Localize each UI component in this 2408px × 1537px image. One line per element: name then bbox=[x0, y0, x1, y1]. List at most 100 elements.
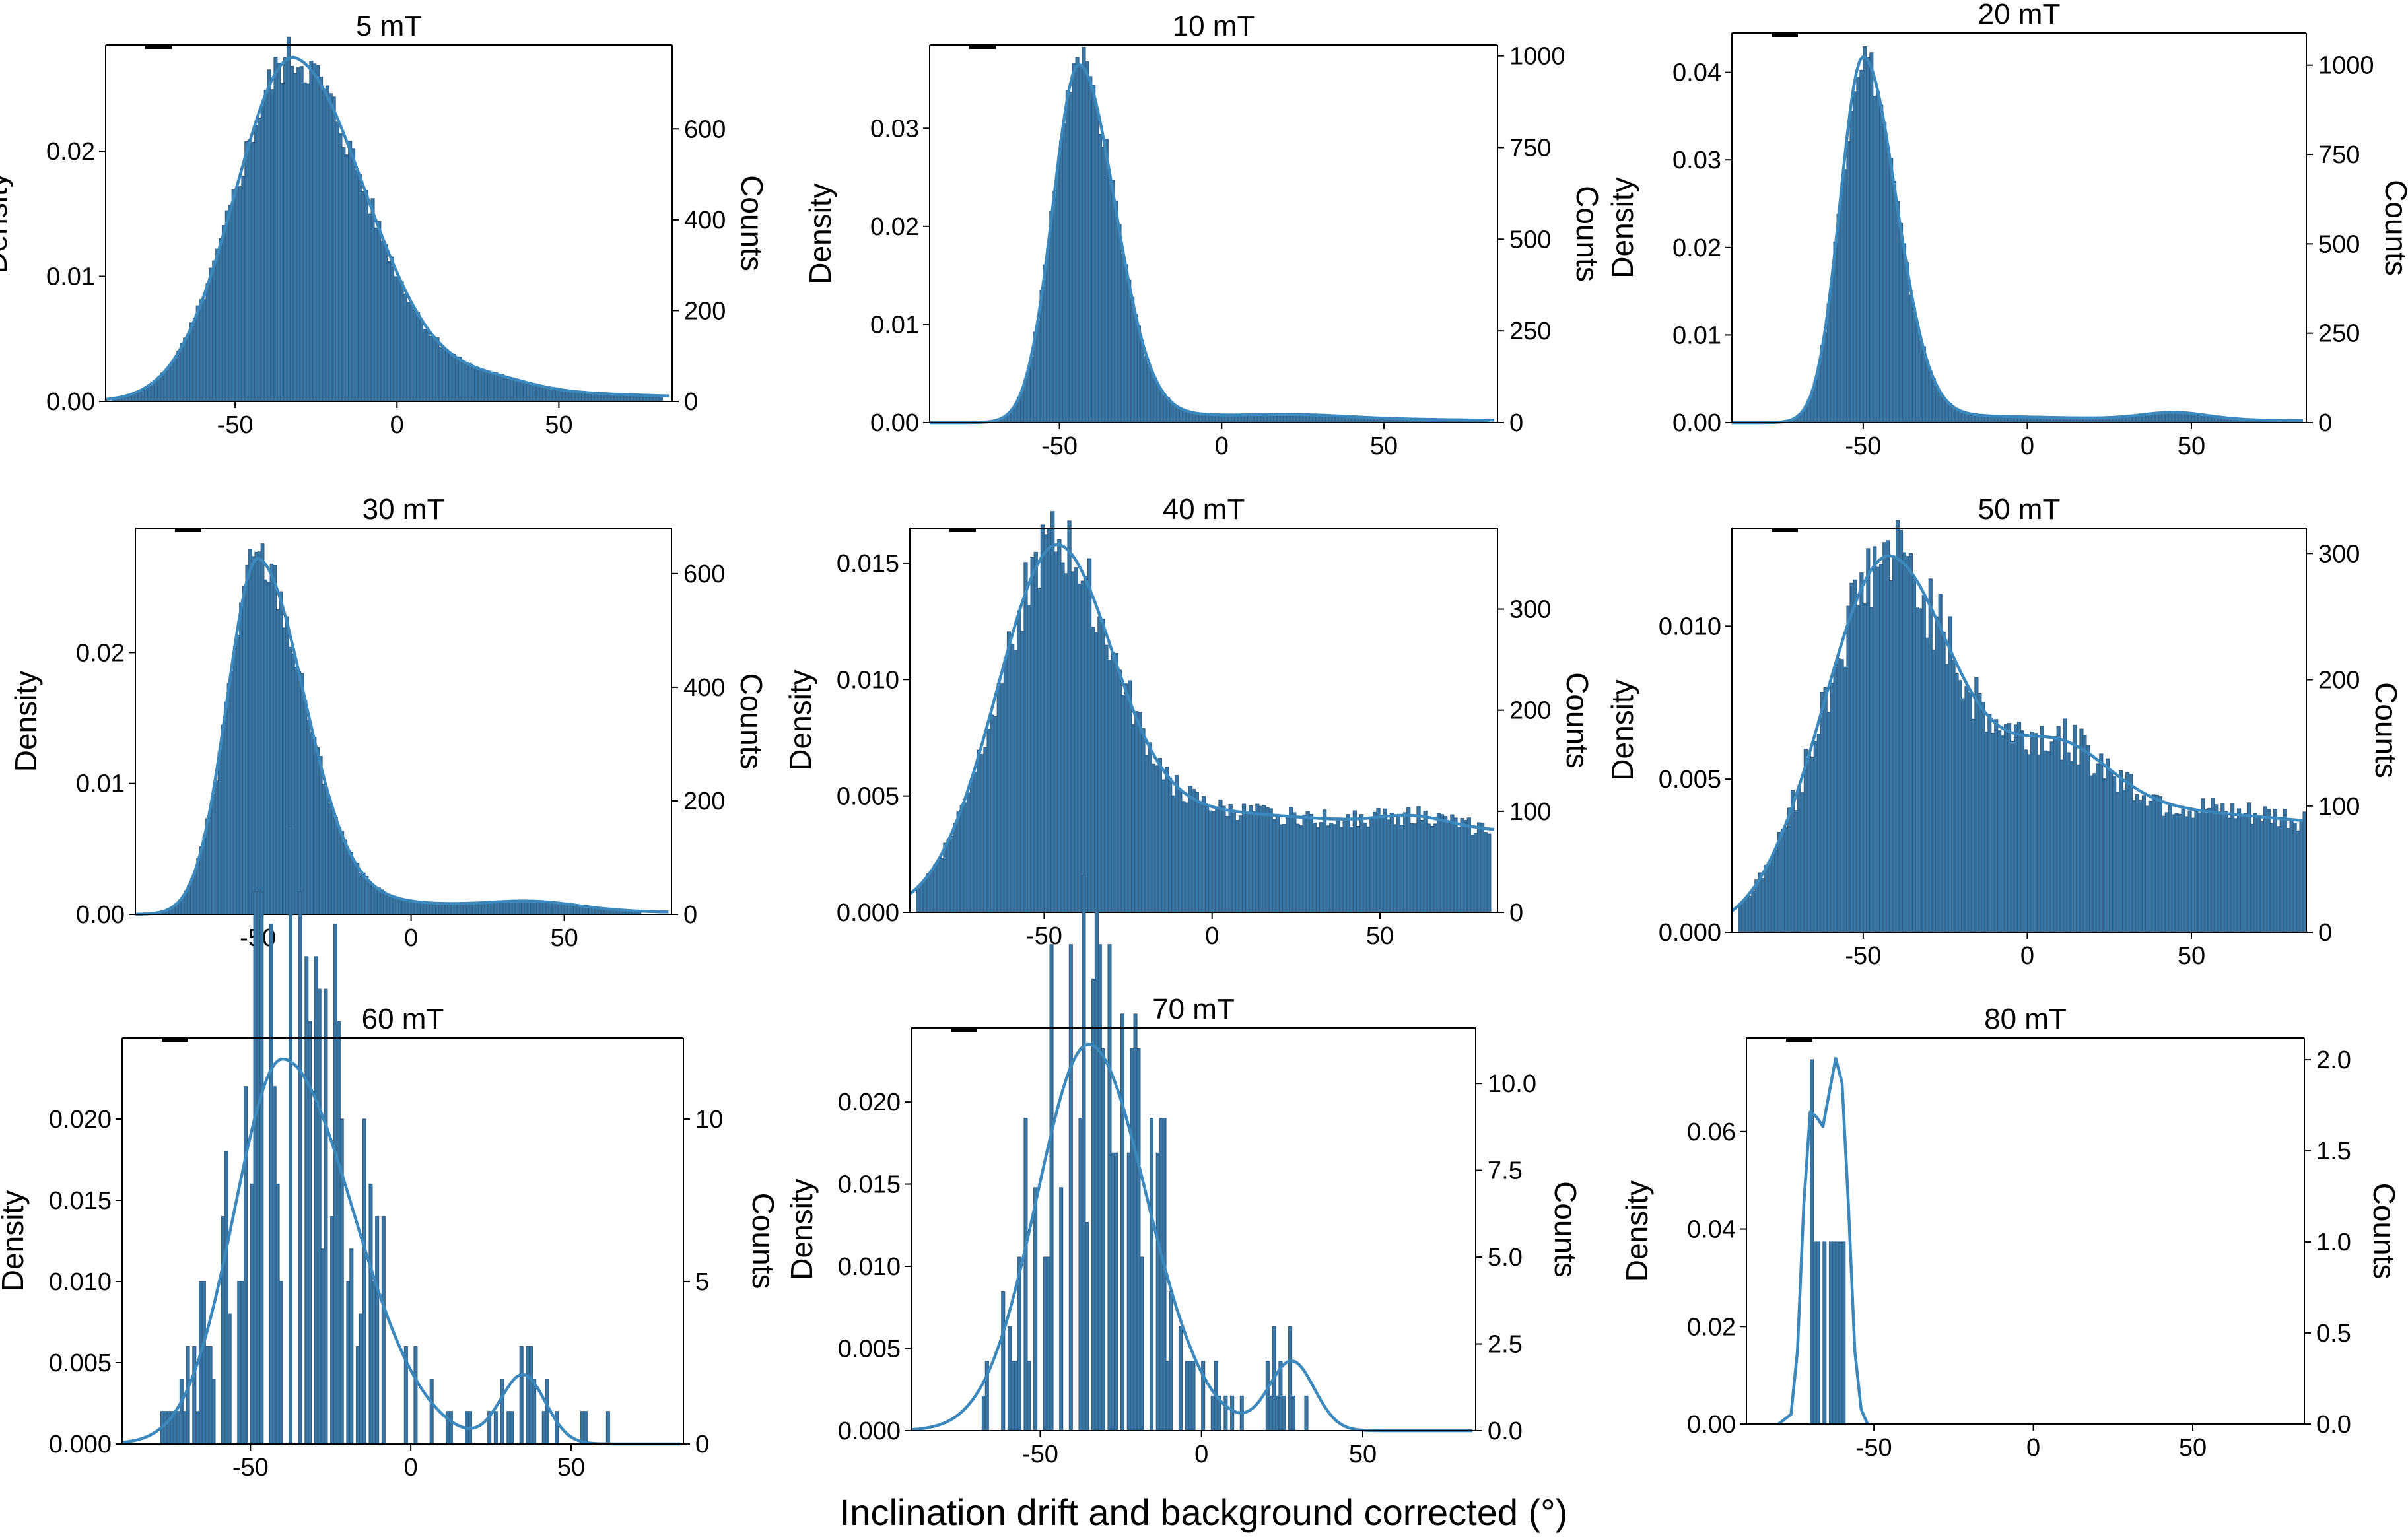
histogram-bar bbox=[2049, 741, 2054, 933]
histogram-bars bbox=[1764, 46, 2297, 423]
histogram-bar bbox=[1165, 1361, 1170, 1431]
histogram-bar bbox=[267, 69, 271, 402]
histogram-bar bbox=[1111, 180, 1115, 423]
histogram-bar bbox=[535, 385, 540, 402]
histogram-bar bbox=[425, 329, 430, 402]
histogram-bar bbox=[1396, 815, 1401, 913]
y-tick-label: 0.015 bbox=[838, 1171, 901, 1199]
histogram-bar bbox=[2214, 804, 2219, 933]
histogram-bar bbox=[1046, 248, 1050, 423]
histogram-bar bbox=[1159, 1118, 1163, 1431]
y-axis-label: Density bbox=[1620, 1180, 1654, 1281]
histogram-bar bbox=[314, 956, 318, 1445]
histogram-bar bbox=[2263, 806, 2267, 933]
histogram-bar bbox=[251, 556, 256, 915]
histogram-bar bbox=[1171, 795, 1176, 913]
histogram-bar bbox=[1185, 411, 1190, 423]
histogram-bar bbox=[1484, 832, 1488, 913]
histogram-bar bbox=[1047, 528, 1052, 913]
histogram-bar bbox=[1403, 812, 1408, 913]
y2-tick-label: 0.5 bbox=[2316, 1320, 2351, 1348]
figure-x-axis-label: Inclination drift and background correct… bbox=[840, 1491, 1568, 1533]
histogram-bar bbox=[1001, 1291, 1006, 1431]
histogram-bar bbox=[1033, 551, 1038, 913]
histogram-bar bbox=[539, 901, 543, 915]
x-tick-label: 0 bbox=[1205, 922, 1219, 950]
histogram-bar bbox=[166, 367, 171, 402]
histogram-bar bbox=[1161, 779, 1166, 913]
histogram-bar bbox=[1049, 944, 1054, 1431]
histogram-bar bbox=[257, 118, 261, 402]
histogram-bar bbox=[2066, 752, 2071, 933]
histogram-bar bbox=[1062, 123, 1067, 423]
histogram-bar bbox=[240, 1281, 245, 1445]
y-tick-label: 0.000 bbox=[1659, 919, 1721, 947]
histogram-bar bbox=[2036, 754, 2041, 933]
x-tick-label: 50 bbox=[1349, 1441, 1377, 1468]
histogram-bar bbox=[1971, 718, 1976, 933]
histogram-bar bbox=[407, 901, 412, 915]
histogram-bar bbox=[351, 148, 356, 402]
histogram-bar bbox=[259, 891, 264, 1445]
histogram-bar bbox=[1793, 810, 1799, 933]
histogram-bar bbox=[526, 383, 530, 402]
histogram-bar bbox=[176, 1411, 181, 1445]
histogram-bar bbox=[555, 389, 559, 402]
histogram-bar bbox=[183, 337, 188, 402]
histogram-bar bbox=[2043, 750, 2047, 933]
histogram-bar bbox=[227, 1313, 232, 1445]
histogram-bar bbox=[205, 1346, 209, 1445]
histogram-bar bbox=[506, 1411, 511, 1445]
histogram-bar bbox=[1457, 827, 1461, 913]
histogram-bar bbox=[299, 66, 304, 402]
histogram-bar bbox=[2026, 754, 2031, 933]
histogram-bar bbox=[211, 1379, 216, 1445]
kde-curve bbox=[105, 55, 670, 401]
histogram-bar bbox=[1235, 819, 1240, 913]
histogram-bar bbox=[357, 174, 362, 402]
histogram-bar bbox=[1088, 76, 1093, 423]
histogram-bar bbox=[2276, 826, 2281, 933]
histogram-bar bbox=[2217, 813, 2222, 933]
histogram-bar bbox=[362, 1118, 366, 1445]
histogram-bar bbox=[2171, 412, 2176, 423]
y-tick-label: 0.000 bbox=[837, 899, 899, 927]
histogram-bar bbox=[1087, 558, 1092, 913]
histogram-bar bbox=[438, 903, 442, 915]
x-tick-label: 0 bbox=[2026, 1434, 2040, 1462]
histogram-bar bbox=[1191, 789, 1196, 913]
y2-tick-label: 100 bbox=[2318, 793, 2360, 821]
histogram-bar bbox=[503, 376, 508, 402]
histogram-bar bbox=[1148, 742, 1152, 913]
y-tick-label: 0.010 bbox=[49, 1268, 112, 1296]
histogram-bar bbox=[1383, 808, 1387, 913]
histogram-bar bbox=[1453, 817, 1458, 913]
y-tick-label: 0.00 bbox=[870, 409, 919, 437]
histogram-bar bbox=[571, 391, 576, 402]
histogram-bar bbox=[1366, 827, 1371, 913]
histogram-bar bbox=[1915, 607, 1919, 933]
histogram-bar bbox=[273, 564, 277, 915]
kde-curve bbox=[1732, 55, 2303, 425]
chart-panel: 5 mT -50 0 50 0.00 0.01 0.02 0 200 400 600 Density C… bbox=[0, 10, 769, 439]
histogram-bar bbox=[359, 873, 362, 915]
histogram-bar bbox=[1410, 823, 1414, 913]
histogram-bar bbox=[1124, 683, 1129, 913]
histogram-bar bbox=[1130, 1048, 1134, 1431]
histogram-bar bbox=[1843, 169, 1847, 423]
histogram-bar bbox=[292, 73, 297, 402]
histogram-bar bbox=[1179, 409, 1183, 423]
histogram-bar bbox=[346, 1281, 351, 1445]
histogram-bar bbox=[980, 753, 984, 913]
histogram-bar bbox=[1292, 812, 1297, 913]
y-tick-label: 0.000 bbox=[838, 1417, 901, 1445]
histogram-bar bbox=[1898, 529, 1904, 933]
histogram-bar bbox=[419, 902, 424, 915]
histogram-bar bbox=[1120, 1013, 1125, 1431]
histogram-bar bbox=[1399, 825, 1404, 913]
histogram-bar bbox=[1084, 575, 1089, 913]
histogram-bar bbox=[1429, 825, 1434, 913]
histogram-bar bbox=[946, 839, 951, 913]
histogram-bar bbox=[448, 352, 453, 402]
y-tick-label: 0.00 bbox=[76, 901, 125, 929]
